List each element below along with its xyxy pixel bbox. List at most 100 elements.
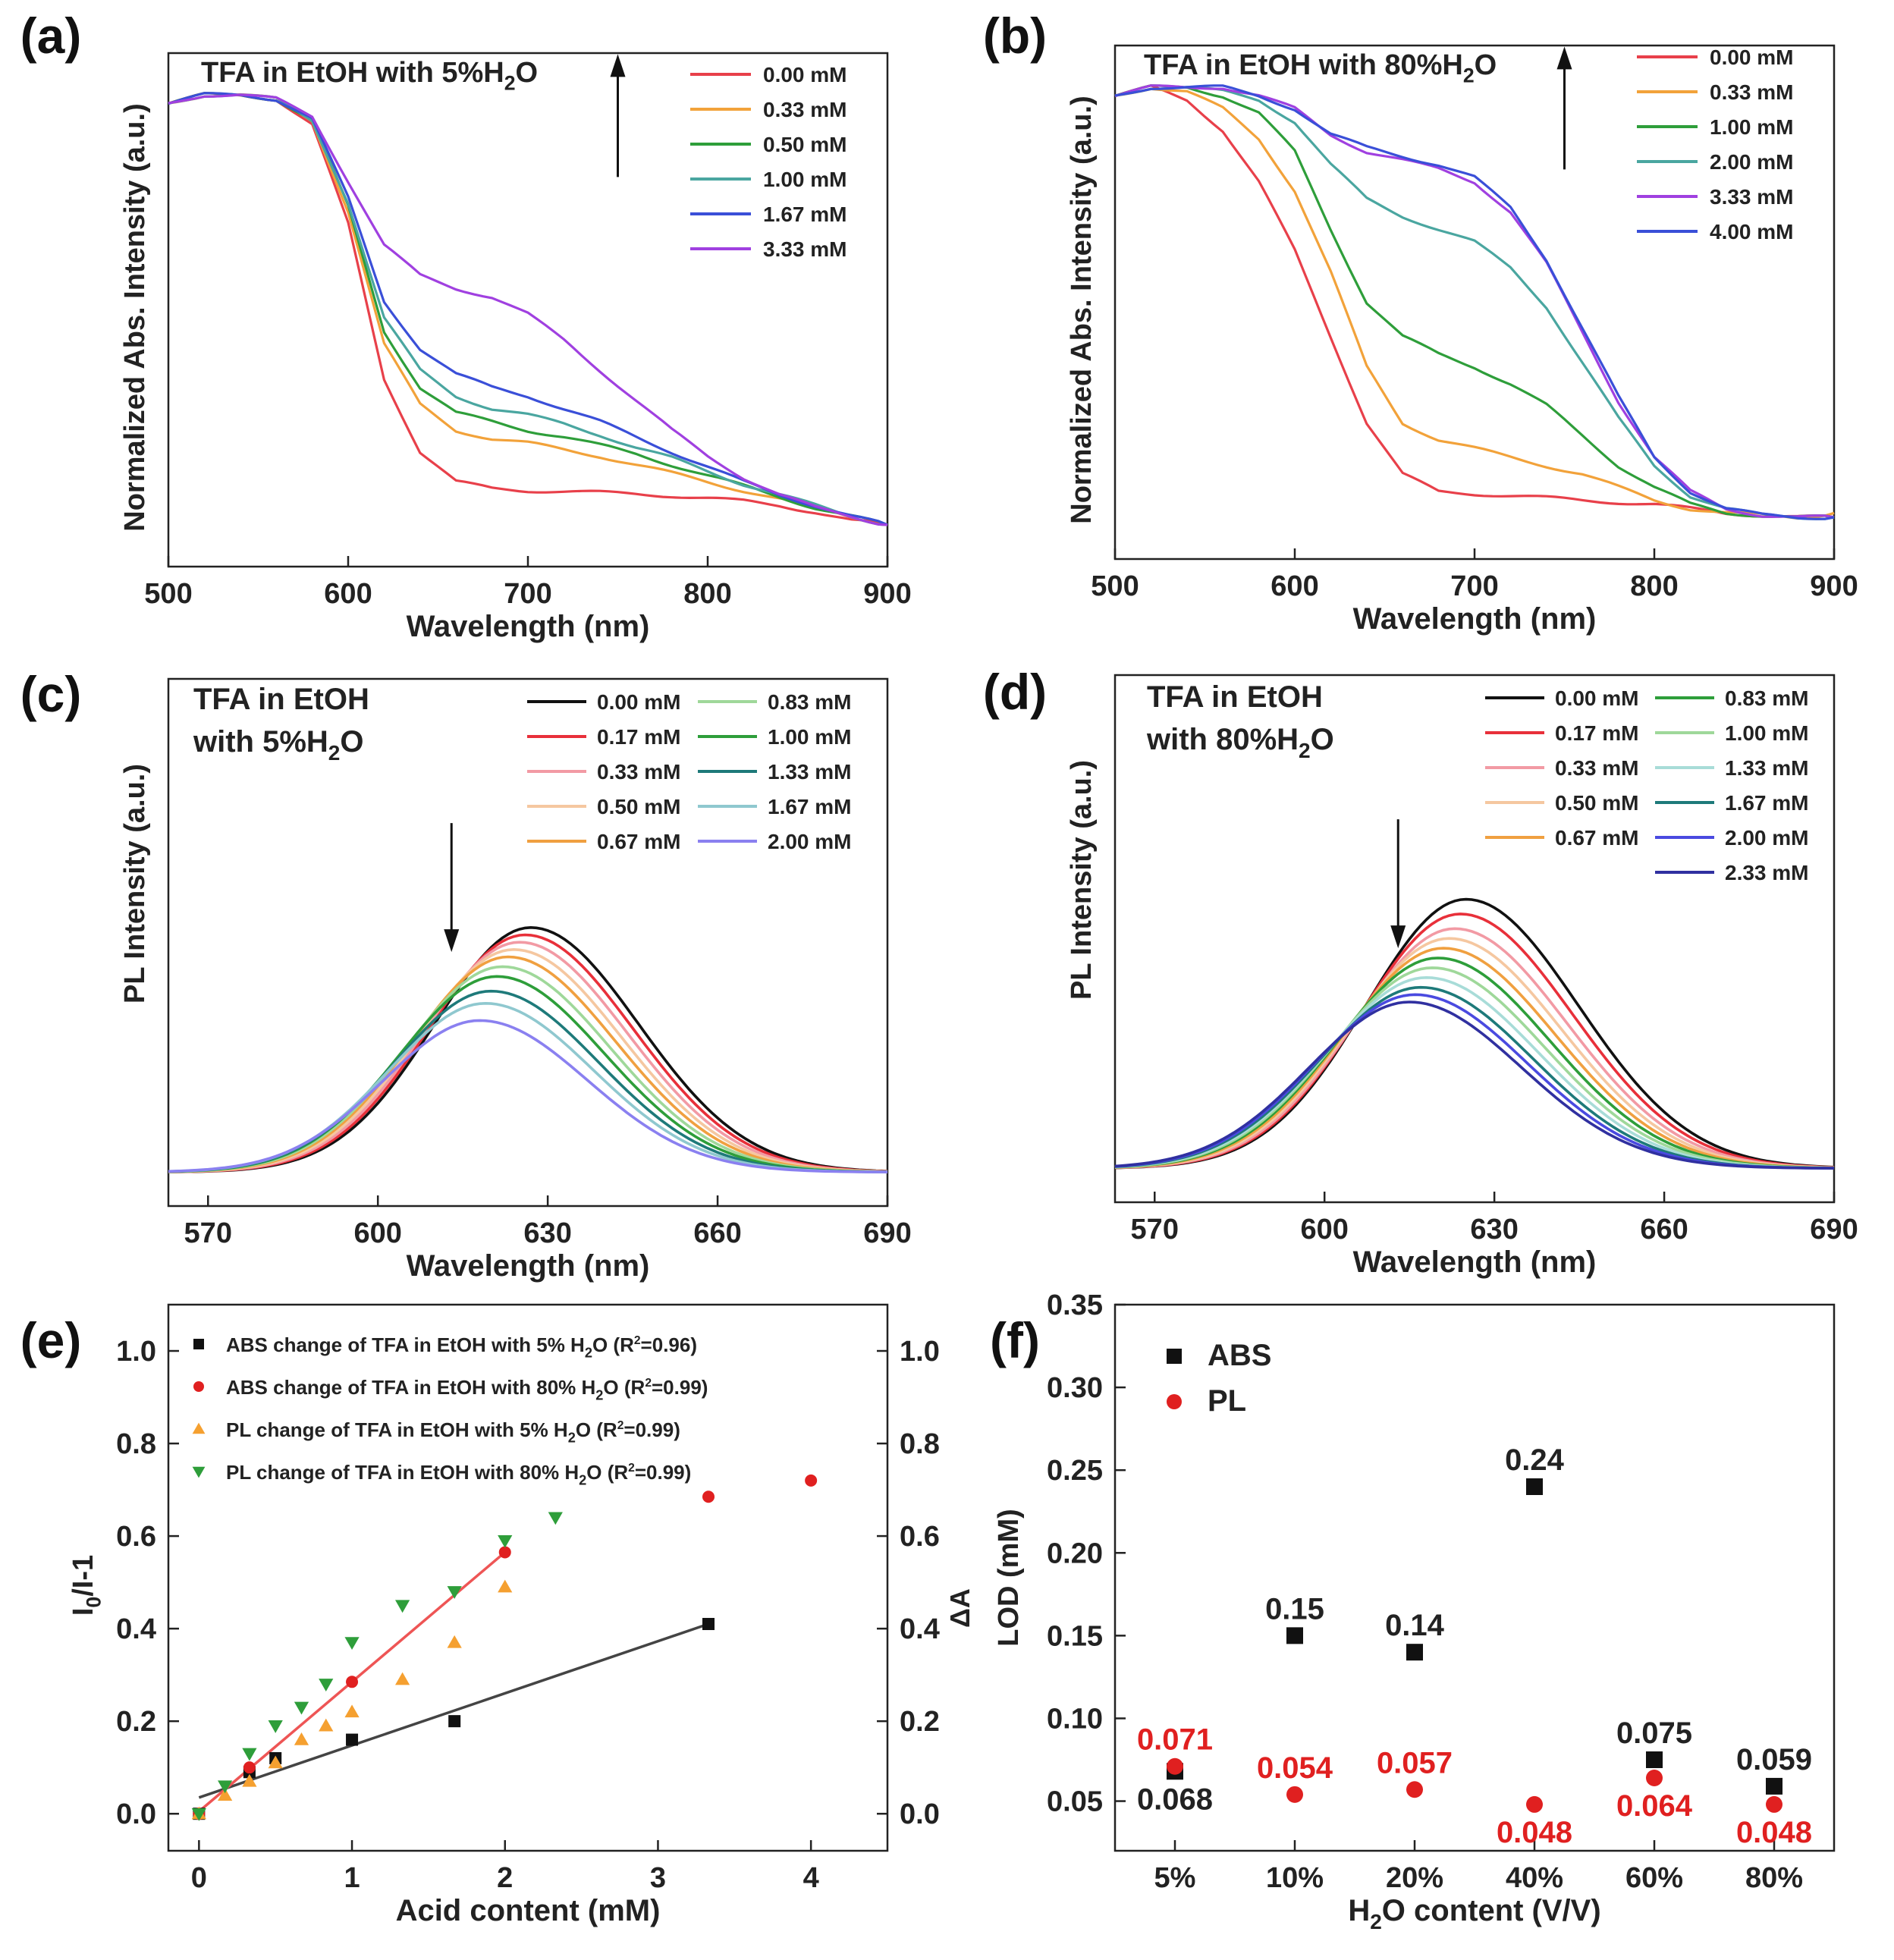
y-tick-label: 0.20: [1047, 1538, 1103, 1569]
value-label: 0.048: [1497, 1816, 1572, 1849]
panel-title-line2-part: with 80%H: [1146, 723, 1299, 756]
y-axis-label: LOD (mM): [993, 1509, 1025, 1647]
panel-title-line2: with 80%H2O: [1146, 723, 1334, 762]
legend-label-part: PL change of TFA in EtOH with 5% H: [226, 1418, 568, 1441]
series-line: [168, 93, 888, 526]
series-line: [1114, 937, 1835, 1170]
x-tick-label: 500: [144, 578, 192, 610]
series-line: [1114, 1000, 1835, 1170]
legend-label-part: O (R: [592, 1333, 634, 1356]
legend-label: 0.00 mM: [1710, 46, 1794, 69]
data-point: [1406, 1781, 1423, 1798]
series-line: [1114, 947, 1835, 1170]
series-line: [1114, 912, 1835, 1170]
x-tick-label: 3: [650, 1862, 666, 1894]
x-tick-label: 800: [1630, 570, 1678, 602]
data-point: [1526, 1795, 1543, 1813]
x-tick-label: 80%: [1745, 1862, 1803, 1894]
value-label: 0.14: [1385, 1609, 1445, 1642]
data-point: [319, 1679, 334, 1691]
data-point: [1766, 1777, 1782, 1795]
y-axis-label: PL Intensity (a.u.): [1066, 760, 1098, 1000]
x-tick-label: 1: [344, 1862, 360, 1894]
series-line: [168, 1019, 888, 1173]
y-tick-label: 0.15: [1047, 1620, 1103, 1652]
data-point: [1406, 1644, 1423, 1661]
legend-label: 3.33 mM: [763, 237, 847, 261]
y-axis-label: Normalized Abs. Intensity (a.u.): [1066, 96, 1098, 523]
y-axis-label: I0/I-1: [68, 1555, 105, 1616]
legend-marker: [193, 1381, 204, 1392]
panel-title-line2-part: 2: [1299, 739, 1311, 762]
x-axis-label: Wavelength (nm): [1353, 602, 1597, 636]
legend-label: 4.00 mM: [1710, 220, 1794, 243]
series-line: [168, 975, 888, 1173]
legend-label-part: =0.99): [623, 1418, 680, 1441]
legend-label: 0.17 mM: [597, 725, 681, 749]
y-tick-label: 0.05: [1047, 1786, 1103, 1818]
legend-label: ABS change of TFA in EtOH with 80% H2O (…: [226, 1376, 708, 1402]
legend-label-part: =0.96): [641, 1333, 697, 1356]
legend-label-part: PL change of TFA in EtOH with 80% H: [226, 1461, 579, 1484]
legend-label: ABS: [1208, 1339, 1271, 1372]
series-line: [1114, 897, 1835, 1170]
data-point: [191, 1808, 206, 1821]
data-point: [346, 1676, 359, 1688]
panel-title-line2-part: with 5%H: [193, 725, 328, 759]
y-tick-label: 0.10: [1047, 1703, 1103, 1735]
x-axis-label: Wavelength (nm): [407, 1249, 650, 1283]
legend-label-part: O (R: [603, 1376, 645, 1399]
fit-line: [198, 1622, 709, 1799]
panel-title-part: TFA in EtOH with 5%H: [201, 57, 504, 89]
legend-label: 0.33 mM: [1710, 80, 1794, 104]
legend-label: 0.33 mM: [597, 760, 681, 784]
legend-label: 2.00 mM: [1725, 826, 1809, 850]
data-point: [218, 1788, 233, 1801]
value-label: 0.068: [1137, 1783, 1213, 1816]
legend-label: 1.33 mM: [1725, 756, 1809, 780]
series-line: [168, 93, 888, 526]
data-point: [1286, 1786, 1303, 1803]
series-line: [1114, 927, 1835, 1170]
legend-marker: [193, 1339, 204, 1349]
y-axis-label: PL Intensity (a.u.): [119, 764, 151, 1004]
x-tick-label: 600: [1271, 570, 1318, 602]
y2-tick-label: 0.0: [900, 1798, 940, 1830]
value-label: 0.059: [1736, 1743, 1812, 1776]
x-tick-label: 900: [863, 578, 911, 610]
data-point: [344, 1637, 360, 1651]
x-tick-label: 800: [683, 578, 731, 610]
panel-title-line2-part: O: [1311, 723, 1334, 756]
y-axis-label: Normalized Abs. Intensity (a.u.): [119, 103, 151, 531]
series-line: [168, 1001, 887, 1173]
trend-arrow-head: [610, 54, 626, 77]
panel-title-line2: with 5%H2O: [193, 725, 364, 765]
x-axis-label: Wavelength (nm): [1353, 1245, 1597, 1279]
x-tick-label: 900: [1810, 570, 1858, 602]
y-tick-label: 0.2: [116, 1706, 156, 1738]
legend-label-part: O (R: [576, 1418, 617, 1441]
legend-label: 1.33 mM: [768, 760, 852, 784]
legend-label-part: =0.99): [635, 1461, 691, 1484]
series-line: [168, 92, 888, 526]
trend-arrow-head: [1390, 925, 1406, 949]
series-line: [168, 925, 888, 1173]
data-point: [1766, 1795, 1782, 1813]
data-point: [294, 1732, 309, 1745]
legend-label-part: 2: [617, 1419, 624, 1432]
series-line: [1114, 86, 1835, 520]
legend-label: 0.50 mM: [1555, 791, 1639, 815]
series-line: [1114, 956, 1835, 1170]
data-point: [218, 1780, 233, 1794]
x-tick-label: 690: [1810, 1214, 1858, 1245]
data-point: [1646, 1751, 1663, 1768]
data-point: [498, 1534, 513, 1548]
x-tick-label: 630: [1470, 1214, 1518, 1245]
data-point: [294, 1701, 309, 1715]
x-tick-label: 20%: [1386, 1862, 1443, 1894]
legend-label: 1.00 mM: [768, 725, 852, 749]
series-line: [168, 965, 888, 1173]
y-tick-label: 0.35: [1047, 1289, 1103, 1321]
y2-tick-label: 0.4: [900, 1613, 940, 1645]
